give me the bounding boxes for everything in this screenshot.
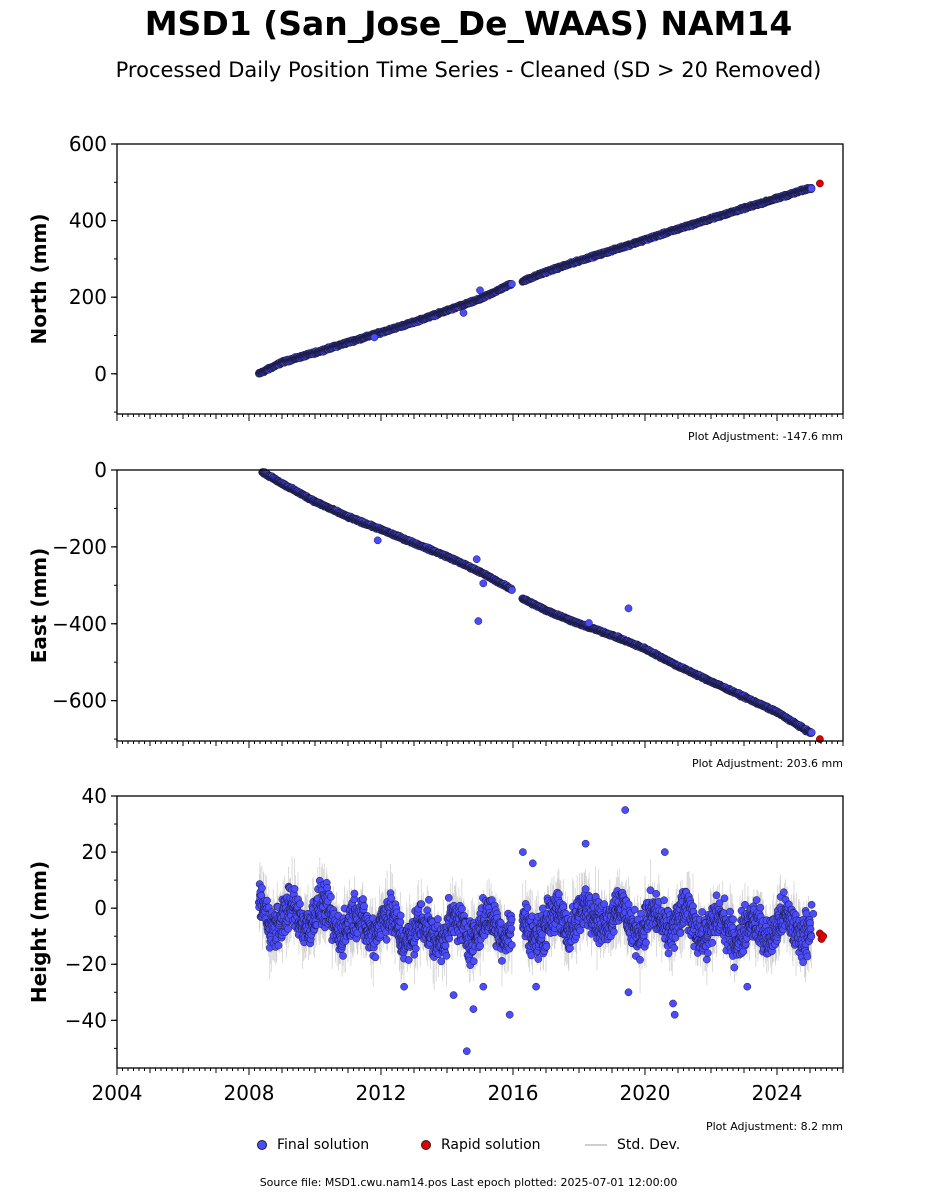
plot-frame <box>116 469 844 742</box>
plot-adjustment-label: Plot Adjustment: -147.6 mm <box>688 430 843 443</box>
final-point <box>807 184 816 193</box>
outlier-point <box>585 619 593 627</box>
outlier-point <box>370 333 379 342</box>
outlier-point <box>479 579 488 588</box>
outlier-point <box>476 286 484 295</box>
outlier-point <box>373 536 382 545</box>
y-axis-label: North (mm) <box>27 213 51 344</box>
outlier-point <box>459 309 468 317</box>
y-tick-label: −400 <box>52 612 107 636</box>
final-point <box>807 728 816 737</box>
outlier-point <box>472 555 481 564</box>
y-tick-label: 0 <box>94 362 107 386</box>
y-axis-label: East (mm) <box>27 548 51 664</box>
final-point <box>507 280 516 288</box>
y-tick-label: 600 <box>69 132 107 156</box>
final-point <box>508 586 516 594</box>
outlier-point <box>474 617 483 625</box>
rapid-point <box>816 179 824 188</box>
y-tick-label: 400 <box>69 209 107 233</box>
y-tick-label: −600 <box>52 689 107 713</box>
y-tick-label: 0 <box>94 458 107 482</box>
y-tick-label: −200 <box>52 535 107 559</box>
y-tick-label: 200 <box>69 285 107 309</box>
chart-subtitle: Processed Daily Position Time Series - C… <box>115 58 822 82</box>
outlier-point <box>624 604 633 613</box>
chart-title: MSD1 (San_Jose_De_WAAS) NAM14 <box>144 4 793 43</box>
plot-frame <box>116 143 844 415</box>
plot-adjustment-label: Plot Adjustment: 203.6 mm <box>692 757 843 770</box>
